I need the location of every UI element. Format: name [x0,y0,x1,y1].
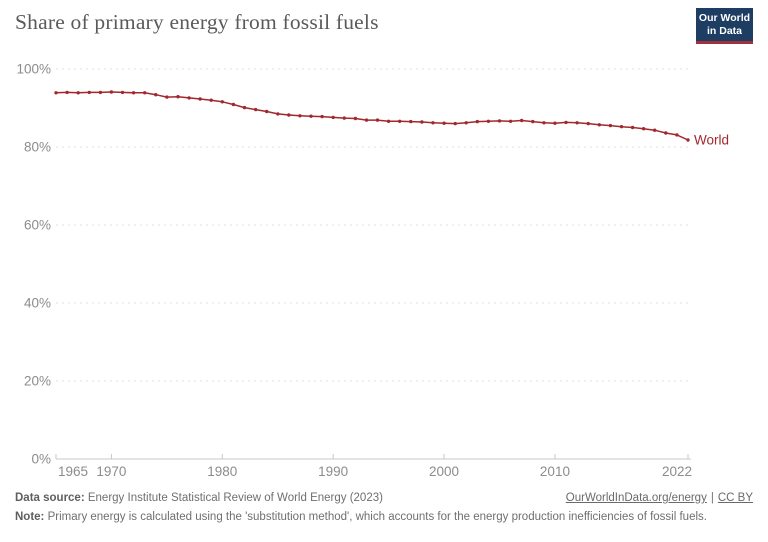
y-tick-label: 0% [31,452,51,467]
data-point-marker[interactable] [131,91,136,95]
data-point-marker[interactable] [553,121,557,125]
data-point-marker[interactable] [98,90,103,95]
data-point-marker[interactable] [398,119,402,124]
data-point-marker[interactable] [109,90,114,94]
data-point-marker[interactable] [231,102,236,107]
x-tick-label: 1970 [96,464,126,479]
license-link[interactable]: CC BY [717,492,753,504]
data-point-marker[interactable] [120,90,125,95]
data-point-marker[interactable] [531,119,535,124]
data-point-marker[interactable] [364,118,369,122]
data-point-marker[interactable] [586,121,590,126]
data-point-marker[interactable] [320,114,324,119]
series-end-label[interactable]: World [694,132,729,147]
data-point-marker[interactable] [375,118,380,122]
x-tick-label: 1965 [58,464,88,479]
data-source-label: Data source: [15,492,85,504]
x-tick-label: 2022 [662,464,692,479]
data-point-marker[interactable] [597,123,601,127]
data-point-marker[interactable] [242,105,247,110]
x-tick-label: 1990 [318,464,348,479]
data-point-marker[interactable] [87,90,92,95]
data-point-marker[interactable] [298,114,302,118]
data-point-marker[interactable] [431,121,435,125]
data-point-marker[interactable] [675,133,679,137]
x-tick-label: 2010 [540,464,570,479]
data-point-marker[interactable] [664,131,668,135]
note-label: Note: [15,510,45,523]
data-point-marker[interactable] [508,119,513,124]
y-tick-label: 20% [24,374,51,389]
data-point-marker[interactable] [409,119,413,124]
data-series-line[interactable] [55,91,689,141]
y-tick-label: 60% [24,218,51,233]
data-point-marker[interactable] [198,97,202,101]
data-point-marker[interactable] [619,125,624,129]
data-point-marker[interactable] [253,107,258,112]
data-point-marker[interactable] [331,115,335,120]
data-point-marker[interactable] [686,138,690,142]
data-point-marker[interactable] [76,91,80,95]
data-point-marker[interactable] [187,96,191,100]
footer-link-separator: | [710,492,714,504]
owid-logo-line1: Our World [698,12,751,25]
data-point-marker[interactable] [464,121,468,125]
data-point-marker[interactable] [342,116,346,120]
data-point-marker[interactable] [653,128,657,132]
owid-logo-line2: in Data [706,24,742,37]
data-source: Data source: Energy Institute Statistica… [15,490,383,507]
x-tick-label: 2000 [429,464,459,479]
data-point-marker[interactable] [176,95,180,99]
data-source-text: Energy Institute Statistical Review of W… [84,492,383,504]
data-point-marker[interactable] [209,98,213,102]
data-point-marker[interactable] [154,93,158,97]
data-point-marker[interactable] [143,91,147,95]
data-point-marker[interactable] [353,116,358,121]
data-point-marker[interactable] [65,90,69,95]
data-point-marker[interactable] [564,120,568,125]
data-point-marker[interactable] [420,120,424,124]
data-point-marker[interactable] [386,119,391,124]
data-point-marker[interactable] [497,119,502,123]
data-point-marker[interactable] [486,119,491,124]
y-tick-label: 40% [24,296,51,311]
y-tick-label: 80% [24,140,51,155]
data-point-marker[interactable] [309,114,313,118]
data-point-marker[interactable] [276,112,280,116]
footer-links: OurWorldInData.org/energy | CC BY [566,490,753,507]
data-point-marker[interactable] [165,95,169,99]
y-tick-label: 100% [16,62,51,77]
owid-logo[interactable]: Our World in Data [696,8,753,44]
data-point-marker[interactable] [542,121,546,125]
data-point-marker[interactable] [641,127,646,131]
data-point-marker[interactable] [520,118,524,123]
data-point-marker[interactable] [442,121,446,125]
data-point-marker[interactable] [608,123,613,128]
data-point-marker[interactable] [287,113,291,117]
footer-note: Note: Primary energy is calculated using… [15,509,753,526]
data-point-marker[interactable] [265,109,269,114]
data-point-marker[interactable] [453,121,457,126]
owid-energy-link[interactable]: OurWorldInData.org/energy [565,492,707,504]
data-point-marker[interactable] [575,121,579,125]
x-tick-label: 1980 [207,464,237,479]
page-title: Share of primary energy from fossil fuel… [15,10,379,34]
data-point-marker[interactable] [220,100,224,104]
data-point-marker[interactable] [54,91,58,95]
chart-footer: Data source: Energy Institute Statistica… [15,490,753,525]
note-text: Primary energy is calculated using the '… [44,510,707,523]
data-point-marker[interactable] [630,125,635,130]
data-point-marker[interactable] [475,119,479,124]
